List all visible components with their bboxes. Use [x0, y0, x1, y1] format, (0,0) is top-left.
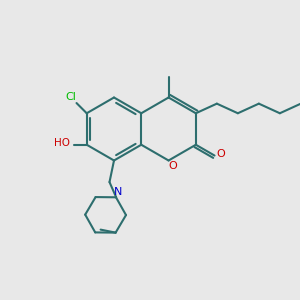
Text: O: O — [217, 149, 226, 159]
Text: HO: HO — [54, 138, 70, 148]
Text: O: O — [169, 161, 177, 171]
Text: N: N — [114, 187, 122, 197]
Text: Cl: Cl — [65, 92, 76, 102]
